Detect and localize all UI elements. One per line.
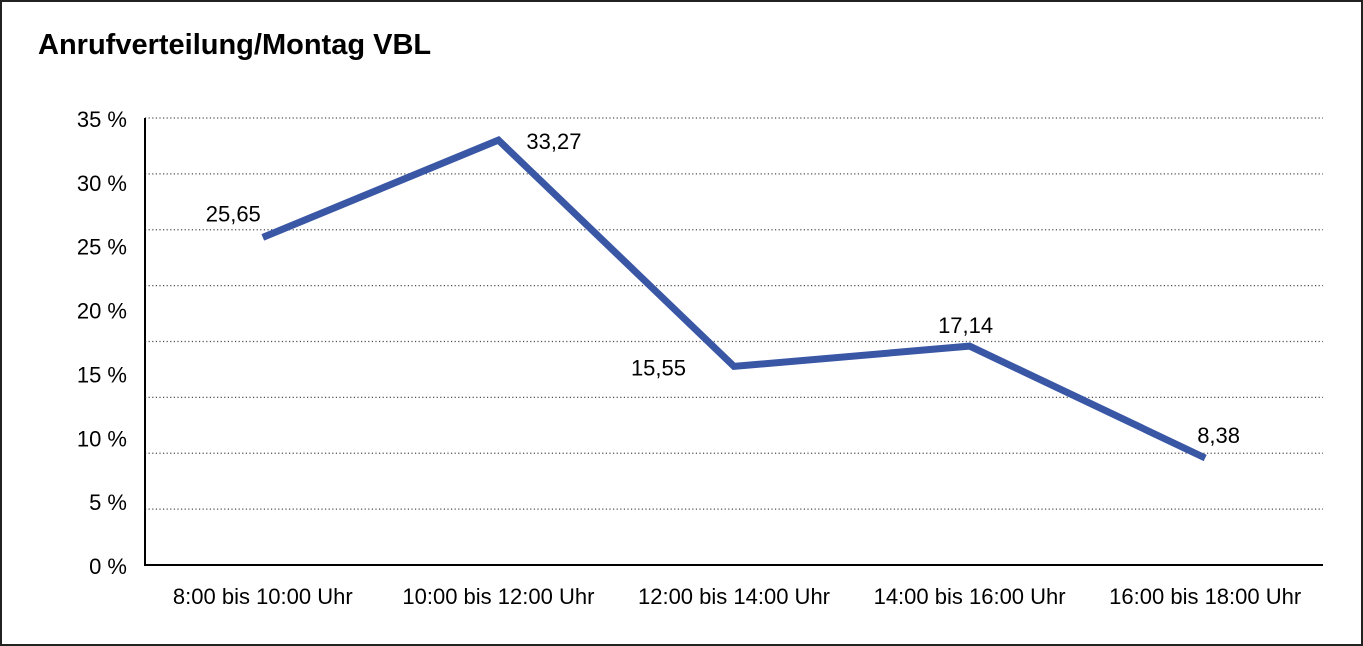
y-axis-tick-label: 15 % bbox=[77, 362, 127, 387]
y-axis-tick-label: 25 % bbox=[77, 235, 127, 260]
y-axis-tick-label: 30 % bbox=[77, 171, 127, 196]
x-axis-category-label: 8:00 bis 10:00 Uhr bbox=[173, 584, 353, 609]
data-point-label: 15,55 bbox=[631, 355, 686, 380]
chart-title: Anrufverteilung/Montag VBL bbox=[38, 29, 432, 61]
data-point-label: 33,27 bbox=[526, 129, 581, 154]
x-axis-category-label: 14:00 bis 16:00 Uhr bbox=[874, 584, 1066, 609]
data-point-label: 8,38 bbox=[1197, 423, 1240, 448]
y-axis-tick-label: 10 % bbox=[77, 426, 127, 451]
x-axis-category-label: 12:00 bis 14:00 Uhr bbox=[638, 584, 830, 609]
data-point-label: 17,14 bbox=[938, 313, 993, 338]
y-axis-tick-label: 5 % bbox=[89, 490, 127, 515]
y-axis-tick-label: 20 % bbox=[77, 299, 127, 324]
x-axis-category-label: 10:00 bis 12:00 Uhr bbox=[402, 584, 594, 609]
y-axis-tick-label: 35 % bbox=[77, 107, 127, 132]
series-line bbox=[261, 135, 1207, 462]
y-axis-tick-label: 0 % bbox=[89, 554, 127, 579]
data-point-label: 25,65 bbox=[206, 201, 261, 226]
x-axis-category-label: 16:00 bis 18:00 Uhr bbox=[1109, 584, 1301, 609]
